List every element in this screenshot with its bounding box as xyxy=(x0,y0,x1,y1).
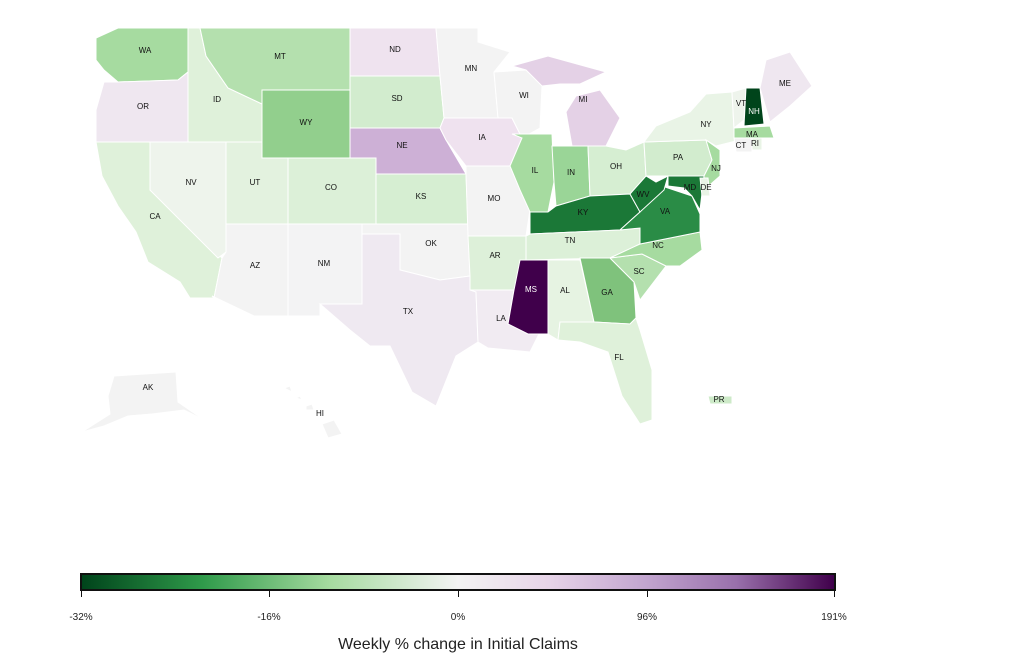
label-NE: NE xyxy=(396,141,407,150)
label-CT: CT xyxy=(736,141,747,150)
state-AK[interactable] xyxy=(81,371,205,433)
label-NH: NH xyxy=(748,107,760,116)
state-HI[interactable] xyxy=(282,385,343,439)
label-NJ: NJ xyxy=(711,164,721,173)
label-PA: PA xyxy=(673,153,684,162)
label-MT: MT xyxy=(274,52,286,61)
state-PR[interactable] xyxy=(707,395,733,405)
label-IN: IN xyxy=(567,168,575,177)
label-ID: ID xyxy=(213,95,221,104)
legend-tick xyxy=(458,591,459,597)
label-ND: ND xyxy=(389,45,401,54)
legend-tick-label: 0% xyxy=(450,612,466,623)
label-IL: IL xyxy=(532,166,539,175)
label-UT: UT xyxy=(250,178,261,187)
label-WY: WY xyxy=(300,118,314,127)
label-OR: OR xyxy=(137,102,149,111)
label-PR: PR xyxy=(713,395,724,404)
legend-tick-label: 96% xyxy=(636,612,658,623)
label-GA: GA xyxy=(601,288,613,297)
legend-color-bar xyxy=(80,573,836,591)
state-NH[interactable] xyxy=(743,87,765,127)
state-FL[interactable] xyxy=(557,317,653,425)
label-TX: TX xyxy=(403,307,414,316)
label-IA: IA xyxy=(478,133,486,142)
label-ME: ME xyxy=(779,79,791,88)
state-DE[interactable] xyxy=(699,177,711,197)
us-choropleth-map: WA OR CA NV ID MT WY UT AZ CO NM ND SD N… xyxy=(81,27,813,439)
label-MO: MO xyxy=(488,194,501,203)
label-LA: LA xyxy=(496,314,506,323)
state-MD[interactable] xyxy=(667,175,705,212)
state-ME[interactable] xyxy=(759,51,813,123)
label-NY: NY xyxy=(700,120,712,129)
legend-tick-label: -16% xyxy=(257,612,281,623)
state-NC[interactable] xyxy=(609,231,703,267)
label-FL: FL xyxy=(614,353,624,362)
label-WA: WA xyxy=(139,46,152,55)
label-RI: RI xyxy=(751,139,759,148)
state-MA[interactable] xyxy=(733,125,775,139)
label-WV: WV xyxy=(637,190,651,199)
label-MN: MN xyxy=(465,64,478,73)
label-AZ: AZ xyxy=(250,261,260,270)
legend-title: Weekly % change in Initial Claims xyxy=(338,636,578,653)
label-AR: AR xyxy=(489,251,500,260)
label-MS: MS xyxy=(525,285,537,294)
legend-tick xyxy=(834,591,835,597)
label-DE: DE xyxy=(700,183,711,192)
label-SD: SD xyxy=(391,94,402,103)
label-NM: NM xyxy=(318,259,331,268)
state-NY[interactable] xyxy=(642,91,741,147)
state-NM[interactable] xyxy=(287,223,363,317)
label-WI: WI xyxy=(519,91,529,100)
label-CO: CO xyxy=(325,183,337,192)
label-MI: MI xyxy=(579,95,588,104)
label-VT: VT xyxy=(736,99,746,108)
label-CA: CA xyxy=(149,212,161,221)
state-CT[interactable] xyxy=(733,137,753,153)
legend-tick-label: 191% xyxy=(821,612,847,623)
label-NC: NC xyxy=(652,241,664,250)
state-RI[interactable] xyxy=(751,137,763,151)
label-KS: KS xyxy=(416,192,427,201)
legend-tick xyxy=(269,591,270,597)
color-legend: -32% -16% 0% 96% 191% Weekly % change in… xyxy=(0,560,1024,656)
label-KY: KY xyxy=(578,208,589,217)
legend-tick xyxy=(81,591,82,597)
legend-tick xyxy=(647,591,648,597)
label-NV: NV xyxy=(185,178,197,187)
legend-tick-label: -32% xyxy=(69,612,93,623)
label-OK: OK xyxy=(425,239,437,248)
label-OH: OH xyxy=(610,162,622,171)
label-SC: SC xyxy=(633,267,644,276)
label-HI: HI xyxy=(316,409,324,418)
label-TN: TN xyxy=(565,236,576,245)
label-MD: MD xyxy=(684,183,697,192)
label-VA: VA xyxy=(660,207,671,216)
label-AK: AK xyxy=(143,383,154,392)
label-MA: MA xyxy=(746,130,759,139)
label-AL: AL xyxy=(560,286,570,295)
state-TX[interactable] xyxy=(318,233,479,407)
